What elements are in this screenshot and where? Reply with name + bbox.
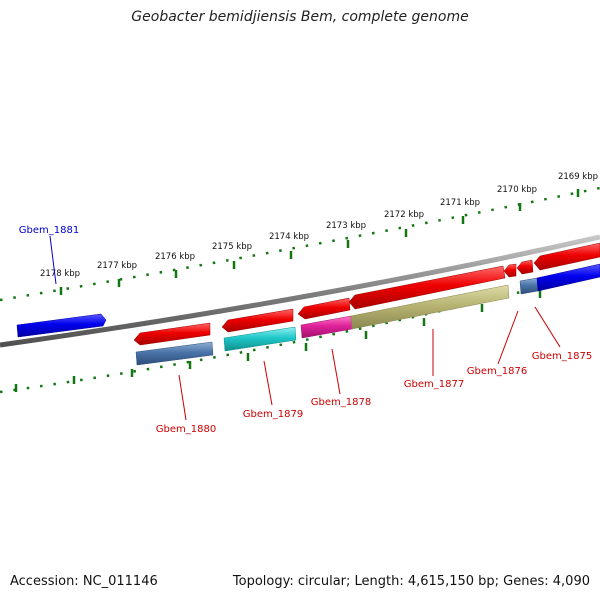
scale-label: 2173 kbp xyxy=(326,221,366,231)
scale-label: 2178 kbp xyxy=(40,269,80,279)
page-title: Geobacter bemidjiensis Bem, complete gen… xyxy=(131,9,469,25)
gene-feature-1881[interactable] xyxy=(16,313,107,338)
gene-feature-1876[interactable] xyxy=(503,263,517,278)
cds-feature-1876[interactable] xyxy=(519,277,539,295)
scale-label: 2176 kbp xyxy=(155,252,195,262)
leader-lines xyxy=(49,235,561,421)
upper-scale-line xyxy=(0,186,600,302)
topology-text: Topology: circular; Length: 4,615,150 bp… xyxy=(232,574,590,589)
lower-major-ticks xyxy=(14,290,542,392)
accession-text: Accession: NC_011146 xyxy=(10,574,158,589)
reverse-features xyxy=(135,263,600,366)
scale-label: 2174 kbp xyxy=(269,232,309,242)
gene-label-1879[interactable]: Gbem_1879 xyxy=(243,409,303,420)
gene-feature-1877[interactable] xyxy=(348,265,506,310)
gene-feature-1880[interactable] xyxy=(133,322,211,346)
scale-label: 2169 kbp xyxy=(558,172,598,182)
gene-label-1880[interactable]: Gbem_1880 xyxy=(156,424,216,435)
gene-feature-1878[interactable] xyxy=(297,297,351,320)
upper-major-ticks xyxy=(59,189,580,295)
scale-label: 2171 kbp xyxy=(440,198,480,208)
cds-feature-1877[interactable] xyxy=(350,284,510,330)
genome-backbone xyxy=(0,234,600,348)
scale-label: 2172 kbp xyxy=(384,210,424,220)
gene-label-1875[interactable]: Gbem_1875 xyxy=(532,351,592,362)
gene-label-1876[interactable]: Gbem_1876 xyxy=(467,366,527,377)
cds-feature-1879[interactable] xyxy=(223,326,297,352)
scale-label: 2177 kbp xyxy=(97,261,137,271)
gene-feature-1879[interactable] xyxy=(221,308,294,333)
forward-features xyxy=(16,242,600,346)
cds-feature-1875[interactable] xyxy=(536,263,600,292)
gene-feature-1875[interactable] xyxy=(533,242,600,271)
cds-feature-1880[interactable] xyxy=(135,341,214,366)
cds-feature-1878[interactable] xyxy=(300,315,353,339)
scale-label: 2175 kbp xyxy=(212,242,252,252)
gene-feature-1876b[interactable] xyxy=(516,259,534,275)
gene-label-1878[interactable]: Gbem_1878 xyxy=(311,397,371,408)
scale-label: 2170 kbp xyxy=(497,185,537,195)
gene-label-1881[interactable]: Gbem_1881 xyxy=(19,225,79,236)
gene-label-1877[interactable]: Gbem_1877 xyxy=(404,379,464,390)
